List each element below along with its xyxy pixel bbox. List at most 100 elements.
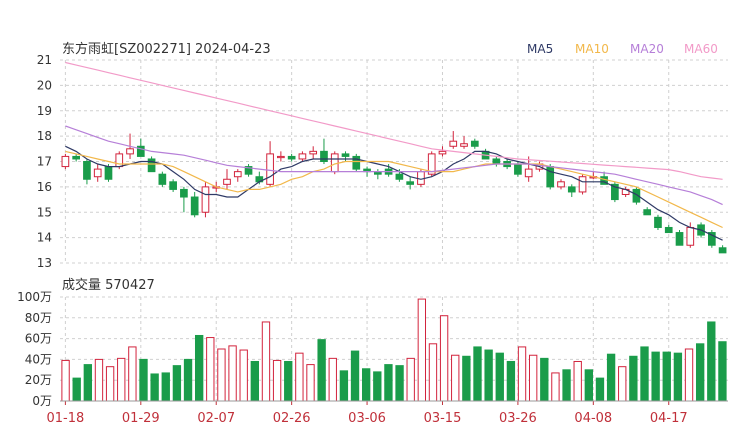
candle-body <box>266 153 274 185</box>
price-tick-label: 15 <box>37 205 52 219</box>
candle-body <box>352 155 361 170</box>
volume-bar <box>172 365 182 402</box>
volume-bar <box>462 355 471 402</box>
chart-title: 东方雨虹[SZ002271] 2024-04-23 <box>62 41 271 57</box>
volume-bar <box>217 348 226 402</box>
candle-body <box>180 188 188 198</box>
volume-label: 成交量 570427 <box>62 277 155 293</box>
volume-tick-label: 20万 <box>25 373 52 387</box>
candle-body <box>158 173 167 185</box>
volume-bar <box>206 337 215 402</box>
date-tick-label: 01-18 <box>46 411 84 426</box>
date-tick-label: 04-17 <box>650 411 688 426</box>
volume-bar <box>183 358 193 402</box>
volume-bar <box>673 352 683 402</box>
volume-bar <box>473 346 482 402</box>
date-tick-label: 02-26 <box>273 411 311 426</box>
candle-body <box>567 186 576 193</box>
ma20-line <box>65 125 723 206</box>
candle-body <box>61 155 70 168</box>
date-tick-label: 03-26 <box>499 411 537 426</box>
volume-bar <box>451 354 460 402</box>
legend-ma20: MA20 <box>630 42 664 56</box>
volume-bar <box>150 373 159 402</box>
volume-bar <box>317 339 326 402</box>
candle-body <box>492 158 501 165</box>
price-tick-label: 20 <box>37 78 52 92</box>
volume-bar <box>72 377 81 402</box>
volume-bar <box>540 357 549 402</box>
candle-body <box>169 181 177 190</box>
volume-bar <box>406 357 415 402</box>
candle-body <box>578 176 587 193</box>
candle-body <box>524 168 533 178</box>
candle-body <box>632 188 641 203</box>
date-axis-ticks: 01-18 01-29 02-07 02-26 03-06 03-15 03-26 04-08… <box>46 400 728 426</box>
volume-bar <box>350 350 360 402</box>
volume-bar <box>384 364 393 402</box>
volume-bar <box>239 349 248 402</box>
volume-bar <box>228 345 237 402</box>
candle-body <box>675 232 684 246</box>
candle-body <box>277 155 285 159</box>
candle-body <box>93 168 102 178</box>
candle-body <box>287 155 296 160</box>
volume-bar <box>606 353 616 402</box>
candle-body <box>718 247 727 254</box>
volume-bar <box>395 365 404 402</box>
volume-bar <box>640 346 649 402</box>
volume-bar <box>284 360 293 402</box>
volume-bar <box>718 341 727 402</box>
candle-body <box>611 183 619 201</box>
volume-bar <box>439 315 449 402</box>
candle-body <box>406 181 415 185</box>
candle-body <box>417 171 425 185</box>
candle-body <box>83 161 91 180</box>
candle-body <box>223 178 231 185</box>
legend: MA5 MA10 MA20 MA60 <box>527 42 718 56</box>
legend-ma5: MA5 <box>527 42 553 56</box>
candle-body <box>320 150 328 163</box>
volume-bar <box>105 366 115 402</box>
volume-bar <box>306 364 315 402</box>
volume-bar <box>339 370 349 402</box>
volume-bar <box>161 372 170 402</box>
volume-tick-label: 100万 <box>17 290 52 304</box>
volume-bar <box>707 321 716 402</box>
volume-bar <box>373 371 382 402</box>
volume-bar <box>295 352 304 402</box>
candle-body <box>427 153 436 175</box>
price-grid <box>60 59 728 264</box>
date-tick-label: 04-08 <box>574 411 612 426</box>
candle-body <box>341 153 350 157</box>
candle-body <box>460 143 468 147</box>
legend-ma60: MA60 <box>684 42 718 56</box>
date-tick-label: 02-07 <box>197 411 235 426</box>
volume-axis-ticks: 100万 80万 60万 40万 20万 0万 <box>17 290 52 408</box>
volume-bar <box>528 354 538 402</box>
ma10-line <box>65 150 723 229</box>
price-axis-ticks: 21 20 19 18 17 16 15 14 13 <box>37 53 52 270</box>
candle-body <box>330 153 339 173</box>
volume-bar <box>662 351 671 402</box>
volume-bar <box>684 348 694 402</box>
volume-bar <box>83 364 93 402</box>
volume-bar <box>128 346 137 402</box>
volume-bar <box>517 346 527 402</box>
volume-bar <box>328 357 337 402</box>
volume-bar <box>629 355 638 402</box>
volume-bar <box>651 351 660 402</box>
candle-body <box>104 166 113 180</box>
candle-body <box>395 173 404 180</box>
volume-bar <box>194 334 204 402</box>
volume-bar <box>417 298 427 402</box>
candle-body <box>298 153 307 160</box>
volume-bar <box>94 358 104 402</box>
date-tick-label: 03-15 <box>424 411 462 426</box>
volume-bar <box>250 360 260 402</box>
volume-tick-label: 0万 <box>32 394 52 408</box>
date-tick-label: 03-06 <box>348 411 386 426</box>
candle-body <box>115 153 124 168</box>
candle-body <box>654 216 662 228</box>
volume-tick-label: 40万 <box>25 352 52 366</box>
